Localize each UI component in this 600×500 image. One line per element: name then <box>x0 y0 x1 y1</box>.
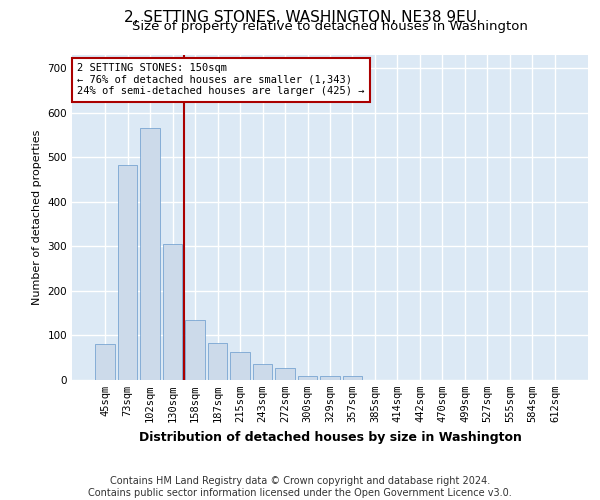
X-axis label: Distribution of detached houses by size in Washington: Distribution of detached houses by size … <box>139 430 521 444</box>
Bar <box>208 343 227 380</box>
Bar <box>95 344 115 380</box>
Bar <box>230 352 250 380</box>
Bar <box>298 376 317 380</box>
Text: 2, SETTING STONES, WASHINGTON, NE38 9EU: 2, SETTING STONES, WASHINGTON, NE38 9EU <box>124 10 476 25</box>
Text: Contains HM Land Registry data © Crown copyright and database right 2024.
Contai: Contains HM Land Registry data © Crown c… <box>88 476 512 498</box>
Title: Size of property relative to detached houses in Washington: Size of property relative to detached ho… <box>132 20 528 33</box>
Bar <box>163 244 182 380</box>
Bar <box>275 368 295 380</box>
Y-axis label: Number of detached properties: Number of detached properties <box>32 130 42 305</box>
Bar <box>320 376 340 380</box>
Bar <box>140 128 160 380</box>
Bar <box>185 320 205 380</box>
Bar <box>118 165 137 380</box>
Bar <box>343 376 362 380</box>
Bar <box>253 364 272 380</box>
Text: 2 SETTING STONES: 150sqm
← 76% of detached houses are smaller (1,343)
24% of sem: 2 SETTING STONES: 150sqm ← 76% of detach… <box>77 63 365 96</box>
